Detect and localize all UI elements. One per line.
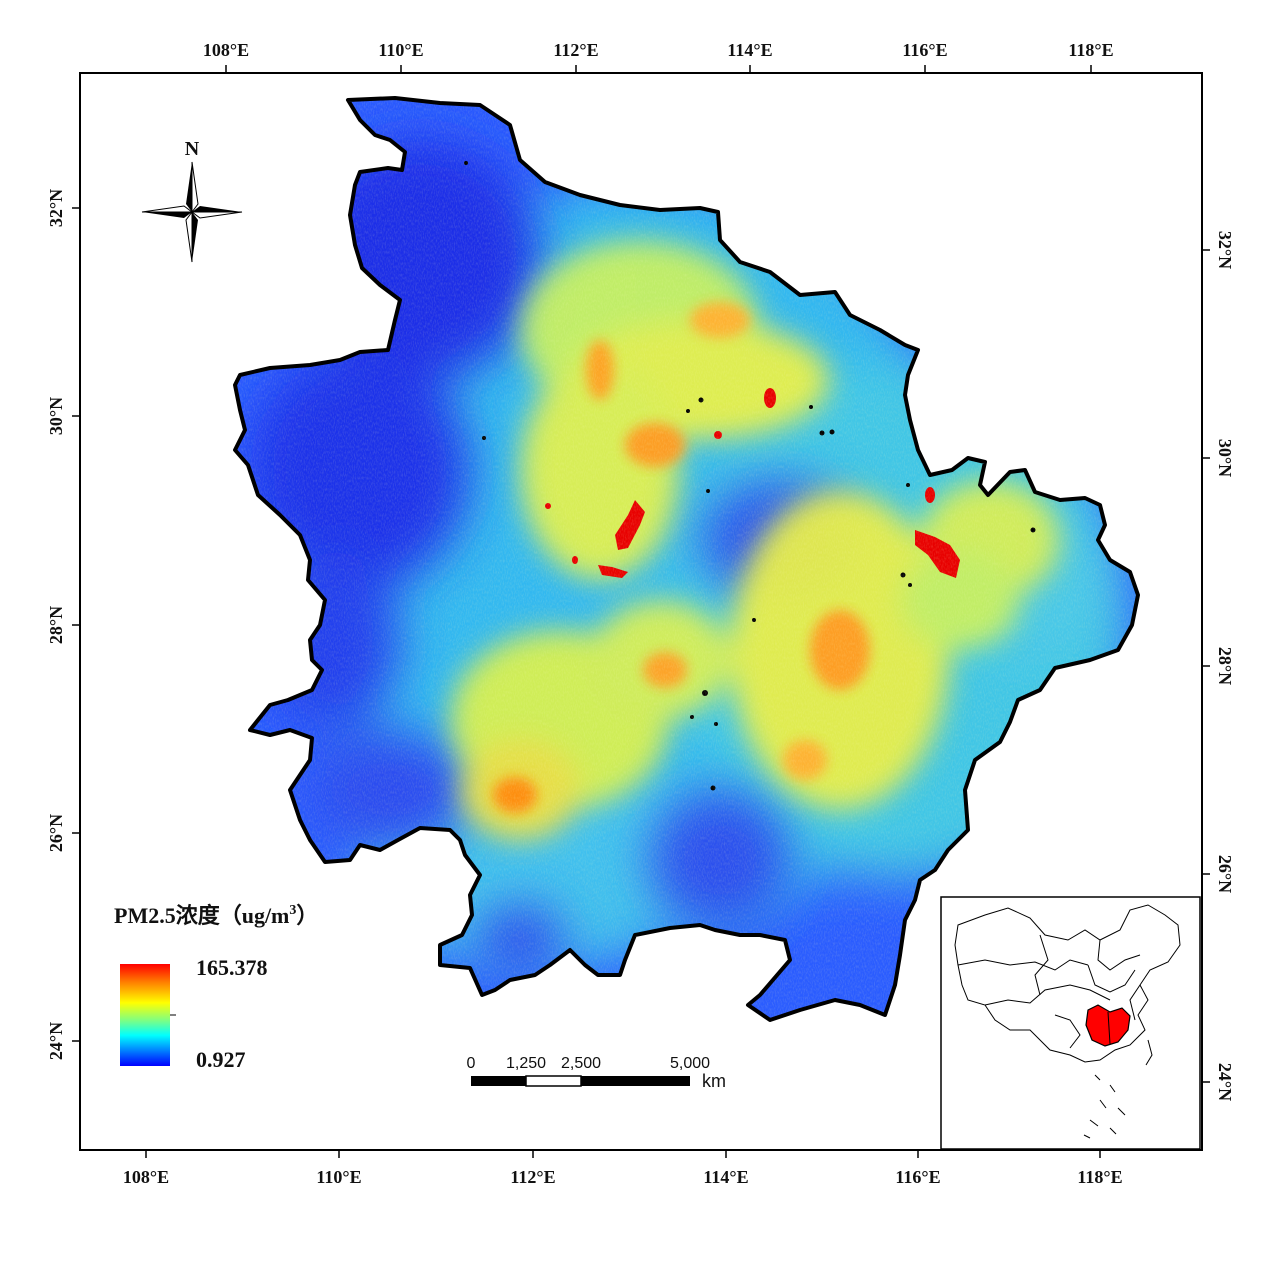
bottom-longitude-labels: 108°E 110°E 112°E 114°E 116°E 118°E — [123, 1167, 1123, 1187]
legend-title: PM2.5浓度（ug/m3） — [114, 903, 318, 928]
scale-label-2500: 2,500 — [561, 1055, 601, 1072]
left-lat-label: 26°N — [46, 814, 66, 852]
top-lon-label: 112°E — [553, 40, 598, 60]
bottom-lon-label: 112°E — [510, 1167, 555, 1187]
legend-color-ramp — [120, 964, 170, 1066]
inset-map — [940, 896, 1201, 1150]
scale-bar: 0 1,250 2,500 5,000 km — [467, 1055, 726, 1091]
inset-frame — [940, 896, 1201, 1150]
north-arrow: N — [141, 138, 243, 263]
left-lat-label: 28°N — [46, 606, 66, 644]
right-lat-label: 30°N — [1215, 439, 1235, 477]
legend-title-main: PM2.5浓度（ug/m — [114, 903, 289, 928]
top-lon-label: 114°E — [727, 40, 772, 60]
right-lat-label: 24°N — [1215, 1063, 1235, 1101]
top-longitude-labels: 108°E 110°E 112°E 114°E 116°E 118°E — [203, 40, 1114, 60]
scale-unit: km — [702, 1071, 726, 1091]
legend-title-end: ） — [296, 903, 318, 928]
right-lat-label: 32°N — [1215, 231, 1235, 269]
inset-study-area — [1085, 1004, 1131, 1047]
scale-label-5000: 5,000 — [670, 1055, 710, 1072]
left-lat-label: 32°N — [46, 189, 66, 227]
north-label: N — [185, 138, 200, 160]
right-lat-label: 26°N — [1215, 855, 1235, 893]
top-lon-label: 108°E — [203, 40, 249, 60]
bottom-lon-label: 116°E — [895, 1167, 940, 1187]
legend: PM2.5浓度（ug/m3） 165.378 0.927 — [114, 903, 318, 1072]
top-lon-label: 118°E — [1068, 40, 1113, 60]
left-latitude-labels: 32°N 30°N 28°N 26°N 24°N — [46, 189, 66, 1060]
china-inset-map-icon — [954, 904, 1181, 1139]
bottom-lon-label: 110°E — [316, 1167, 361, 1187]
legend-title-sup: 3 — [289, 903, 296, 918]
left-lat-label: 24°N — [46, 1022, 66, 1060]
top-lon-label: 110°E — [378, 40, 423, 60]
north-arrow-icon — [141, 161, 243, 263]
right-latitude-labels: 32°N 30°N 28°N 26°N 24°N — [1215, 231, 1235, 1101]
bottom-lon-label: 108°E — [123, 1167, 169, 1187]
frame-ticks — [72, 65, 1210, 1158]
top-lon-label: 116°E — [902, 40, 947, 60]
right-lat-label: 28°N — [1215, 647, 1235, 685]
left-lat-label: 30°N — [46, 397, 66, 435]
scale-label-1250: 1,250 — [506, 1055, 546, 1072]
scale-label-0: 0 — [467, 1055, 476, 1072]
legend-max-value: 165.378 — [196, 955, 268, 980]
bottom-lon-label: 118°E — [1077, 1167, 1122, 1187]
bottom-lon-label: 114°E — [703, 1167, 748, 1187]
legend-min-value: 0.927 — [196, 1047, 246, 1072]
